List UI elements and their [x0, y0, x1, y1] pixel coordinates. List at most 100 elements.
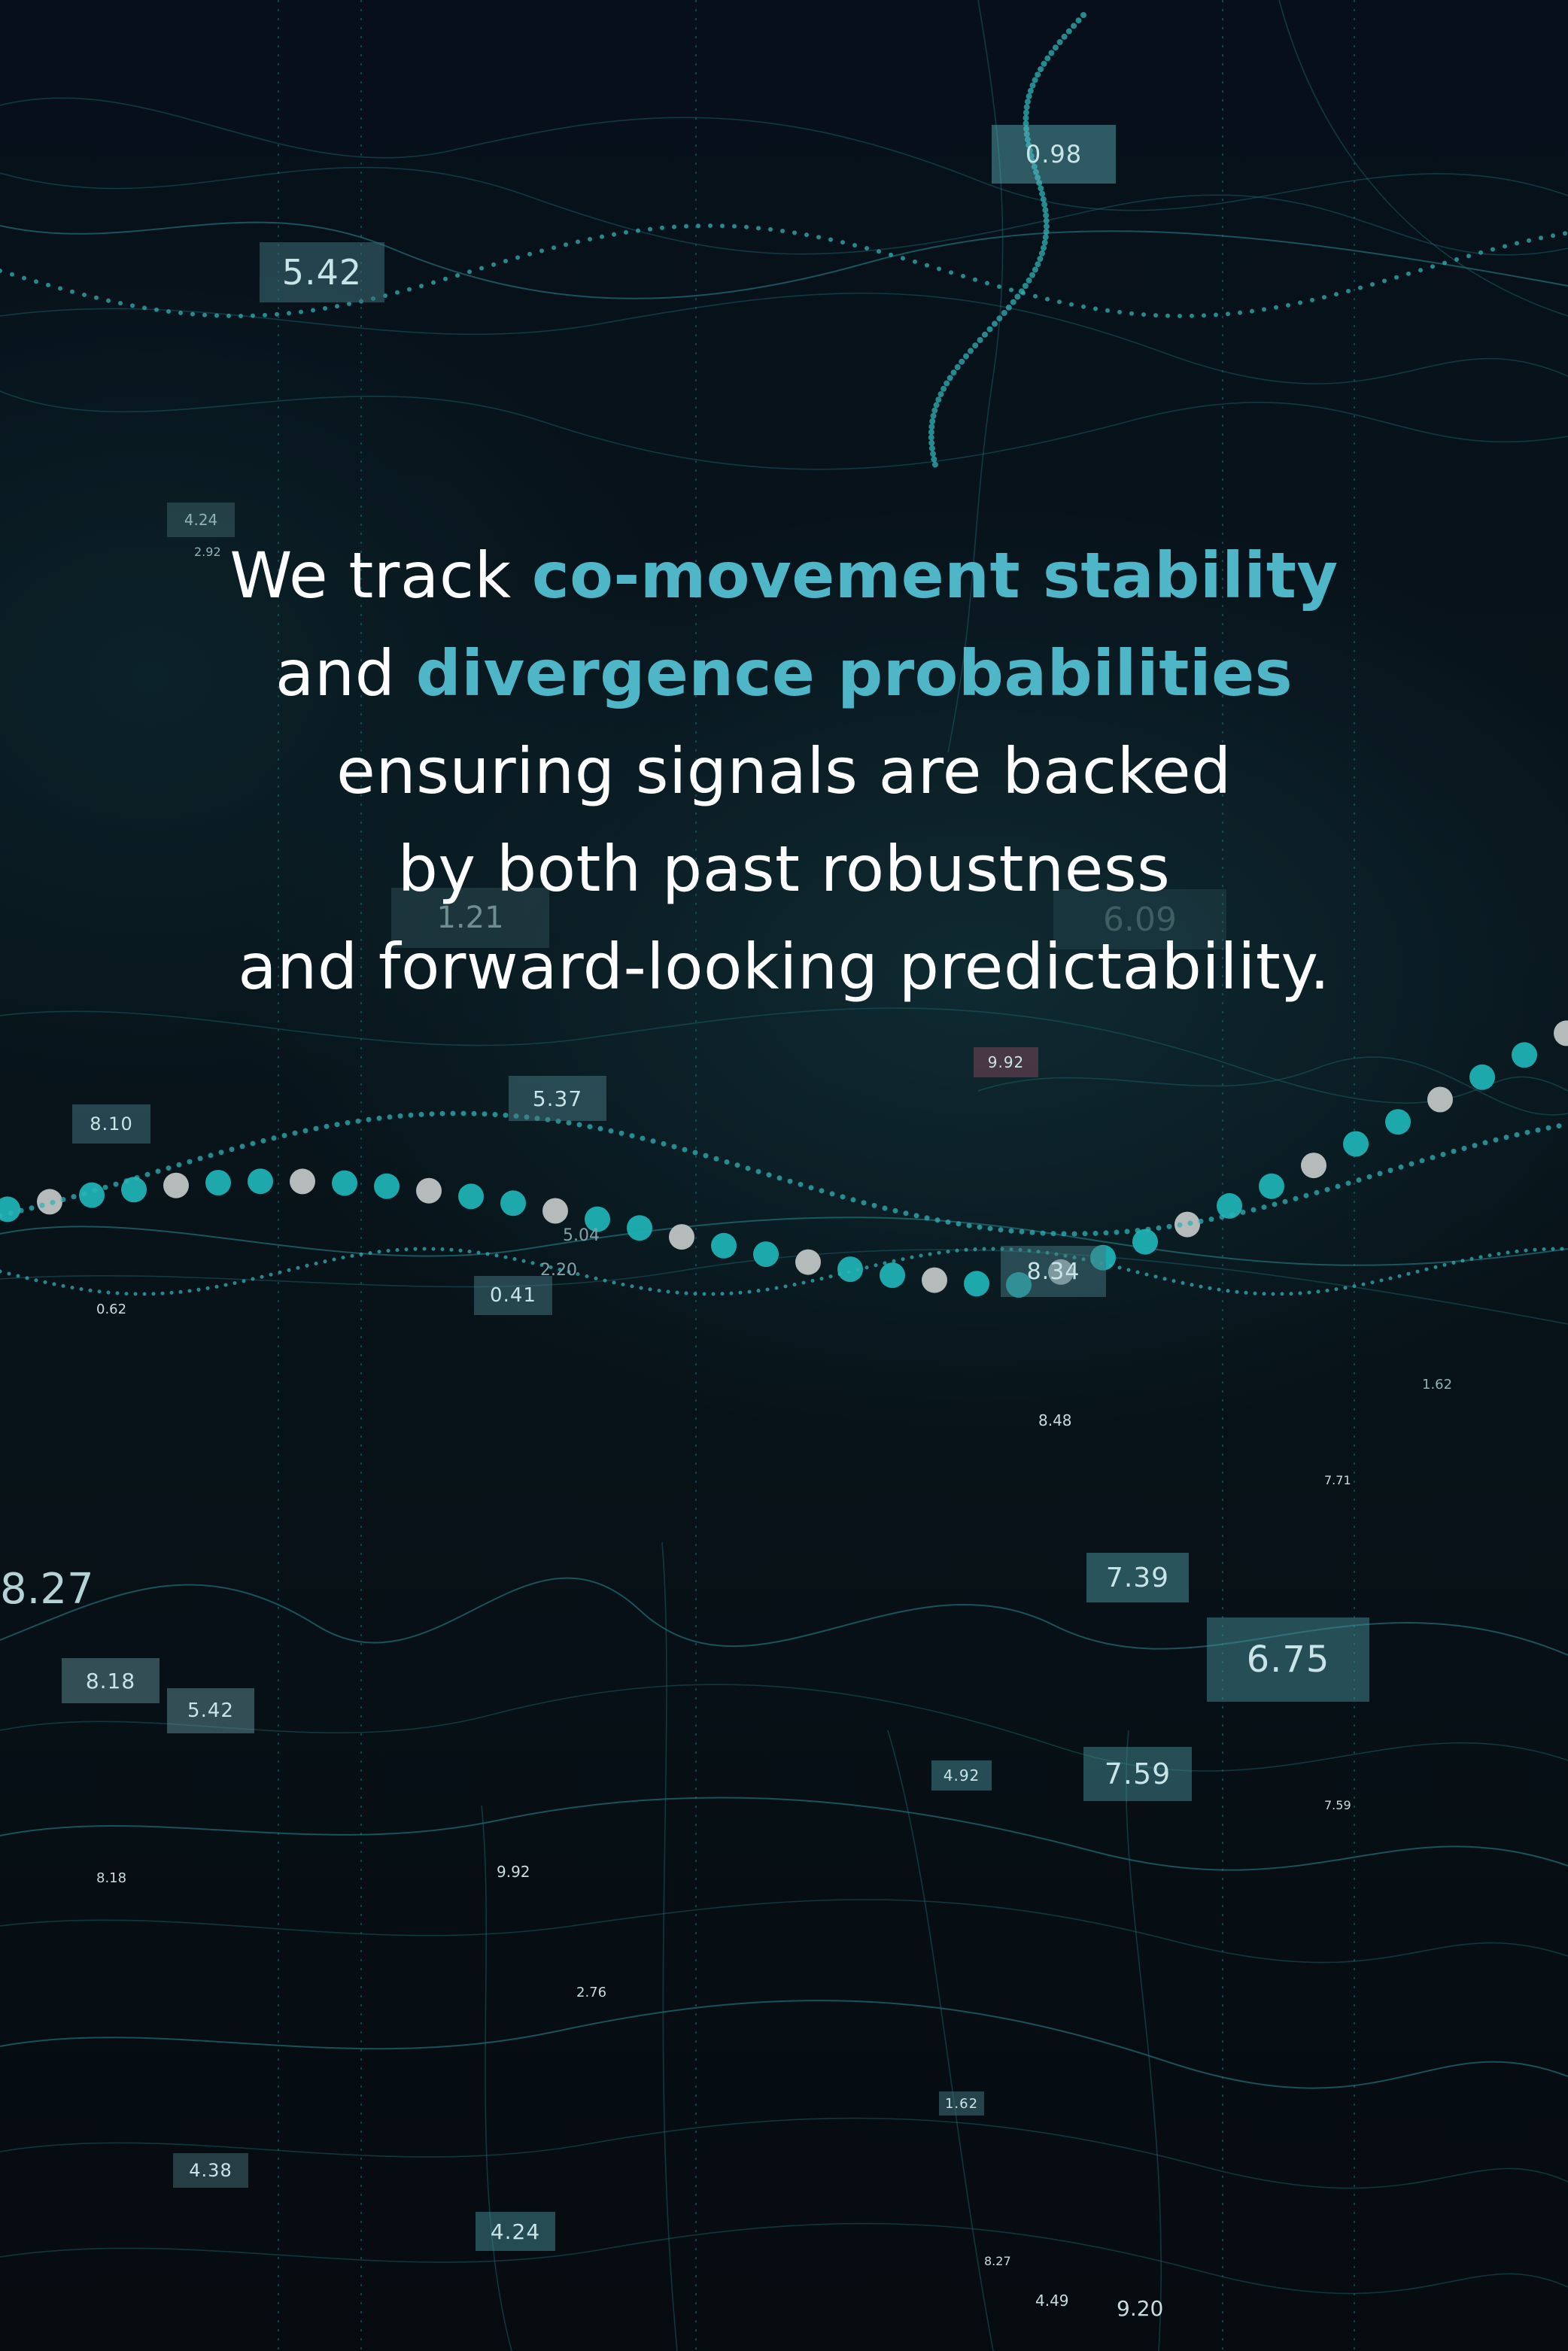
- trail-dot: [792, 230, 797, 235]
- value-label-5-42-box: 5.42: [167, 1688, 254, 1733]
- trail-dot: [335, 304, 339, 309]
- trail-dot: [933, 402, 940, 409]
- trail-dot: [287, 311, 291, 316]
- trail-dot: [1041, 239, 1048, 246]
- trail-dot: [684, 1291, 688, 1295]
- trail-dot: [70, 289, 74, 294]
- trail-dot: [966, 1223, 972, 1229]
- trail-dot: [341, 1256, 345, 1260]
- trail-dot: [151, 1292, 156, 1296]
- trail-dot: [422, 1247, 427, 1251]
- wave-dot: [1554, 1020, 1568, 1046]
- trail-dot: [840, 240, 845, 245]
- trail-dot: [558, 1268, 562, 1271]
- wave-dot: [1132, 1229, 1158, 1255]
- trail-dot: [1043, 212, 1050, 219]
- trail-dot: [1527, 238, 1531, 243]
- trail-dot: [982, 331, 988, 338]
- trail-dot: [1171, 1279, 1176, 1283]
- trail-dot: [229, 1147, 235, 1153]
- trail-dot: [865, 1265, 869, 1270]
- trail-dot: [287, 1268, 291, 1272]
- trail-dot: [1346, 288, 1351, 293]
- wave-dot: [416, 1177, 442, 1204]
- trail-dot: [1050, 1231, 1056, 1237]
- top-dot-trail: [0, 12, 1567, 468]
- trail-dot: [756, 226, 761, 231]
- trail-dot: [1563, 231, 1567, 236]
- trail-dot: [1165, 313, 1170, 318]
- trail-dot: [467, 1250, 472, 1253]
- trail-dot: [792, 1283, 797, 1286]
- value-label-0-62: 0.62: [96, 1302, 127, 1317]
- value-label-9-92-mid: 9.92: [974, 1047, 1038, 1077]
- trail-dot: [46, 282, 50, 287]
- trail-dot: [1035, 71, 1041, 78]
- trail-dot: [1406, 271, 1411, 276]
- trail-dot: [883, 1261, 887, 1265]
- grid-lines: [278, 0, 1355, 2351]
- trail-dot: [479, 266, 484, 271]
- trail-dot: [972, 342, 979, 349]
- trail-dot: [930, 451, 936, 457]
- trail-dot: [260, 1274, 264, 1279]
- trail-dot: [160, 1291, 165, 1295]
- trail-dot: [1103, 1230, 1109, 1236]
- trail-dot: [1135, 1228, 1141, 1234]
- trail-dot: [692, 1150, 698, 1156]
- trail-dot: [1026, 147, 1033, 153]
- trail-dot: [205, 1286, 210, 1290]
- trail-dot: [512, 1257, 517, 1261]
- wave-dot: [1301, 1153, 1326, 1179]
- trail-dot: [928, 434, 934, 441]
- trail-dot: [313, 1125, 319, 1131]
- value-label-7-39: 7.39: [1086, 1553, 1189, 1602]
- trail-dot: [650, 1138, 656, 1144]
- trail-dot: [1026, 277, 1032, 284]
- trail-dot: [1024, 136, 1031, 143]
- trail-dot: [218, 1150, 224, 1156]
- wave-dot: [542, 1198, 568, 1224]
- value-label-9-20: 9.20: [1117, 2296, 1164, 2321]
- trail-dot: [1035, 175, 1041, 181]
- trail-dot: [1274, 305, 1278, 310]
- trail-dot: [682, 1147, 688, 1153]
- trail-dot: [1144, 1272, 1149, 1277]
- trail-dot: [50, 1199, 56, 1205]
- trail-dot: [471, 1110, 477, 1116]
- trail-dot: [1026, 141, 1032, 148]
- trail-dot: [774, 1286, 779, 1290]
- trail-dot: [1514, 1131, 1520, 1138]
- trail-dot: [118, 301, 123, 305]
- trail-dot: [1539, 235, 1543, 241]
- trail-dot: [1334, 292, 1339, 297]
- wave-dot: [205, 1170, 231, 1195]
- value-label-0-98: 0.98: [992, 125, 1116, 184]
- trail-dot: [460, 1110, 466, 1116]
- trail-dot: [106, 298, 111, 303]
- trail-dot: [808, 1185, 814, 1191]
- trail-dot: [801, 1280, 806, 1285]
- value-label-1-62-mid: 1.62: [1422, 1377, 1453, 1393]
- trail-dot: [588, 236, 592, 241]
- trail-dot: [1397, 1274, 1402, 1278]
- trail-dot: [521, 1259, 526, 1263]
- trail-dot: [1324, 1186, 1330, 1192]
- trail-dot: [260, 1138, 266, 1144]
- trail-dot: [429, 1111, 435, 1117]
- trail-dot: [780, 229, 785, 233]
- trail-dot: [334, 1122, 340, 1128]
- wave-dot: [1174, 1211, 1200, 1238]
- trail-dot: [395, 290, 400, 295]
- trail-dot: [1202, 313, 1206, 318]
- trail-dot: [738, 1290, 743, 1295]
- trail-dot: [1466, 254, 1471, 259]
- trail-dot: [142, 305, 147, 311]
- trail-dot: [671, 1144, 677, 1150]
- trail-dot: [1038, 66, 1044, 72]
- trail-dot: [660, 225, 664, 230]
- trail-dot: [576, 1122, 582, 1128]
- trail-dot: [986, 326, 993, 333]
- mid-dot-trail: [0, 1110, 1564, 1296]
- trail-dot: [934, 1217, 940, 1223]
